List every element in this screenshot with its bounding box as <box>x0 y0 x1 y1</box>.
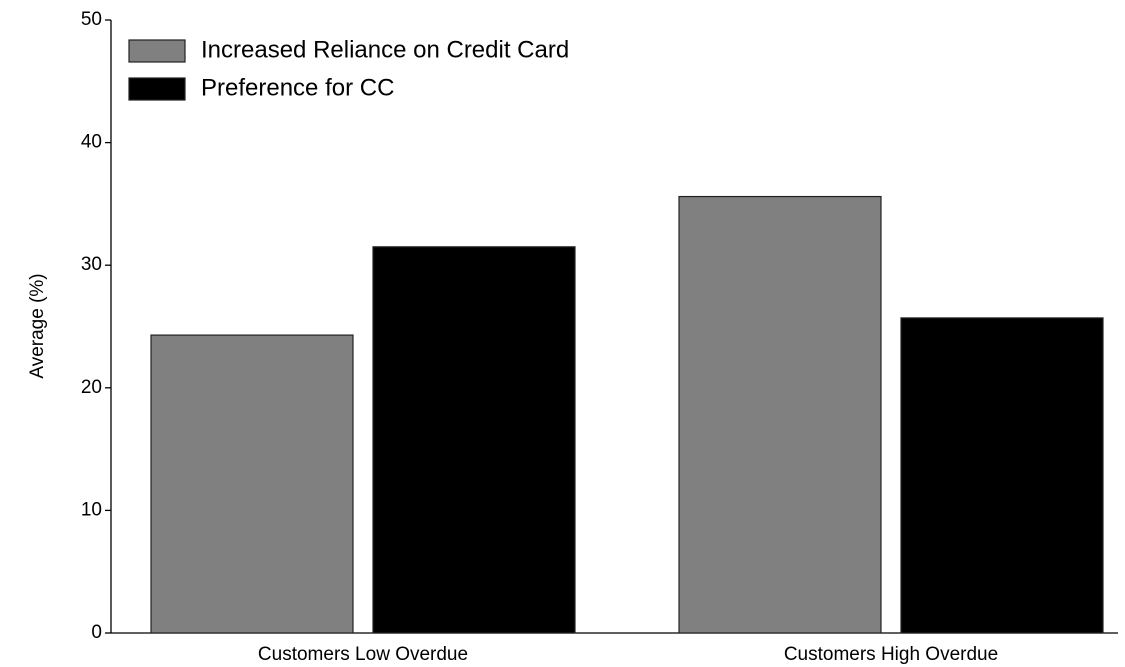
legend-swatch <box>128 77 186 101</box>
y-tick-label: 30 <box>81 254 102 275</box>
legend-swatch <box>128 39 186 63</box>
y-axis-label: Average (%) <box>27 273 48 378</box>
bar <box>678 195 882 634</box>
legend-label: Increased Reliance on Credit Card <box>201 36 569 63</box>
x-tick-label: Customers High Overdue <box>784 644 998 665</box>
bar <box>900 317 1104 634</box>
legend-label: Preference for CC <box>201 74 394 101</box>
y-tick-label: 40 <box>81 132 102 153</box>
y-tick-label: 10 <box>81 499 102 520</box>
y-tick-label: 0 <box>91 622 102 643</box>
bar <box>372 246 576 634</box>
y-tick-label: 20 <box>81 377 102 398</box>
x-tick-label: Customers Low Overdue <box>258 644 468 665</box>
bar <box>150 334 354 634</box>
y-tick-label: 50 <box>81 9 102 30</box>
